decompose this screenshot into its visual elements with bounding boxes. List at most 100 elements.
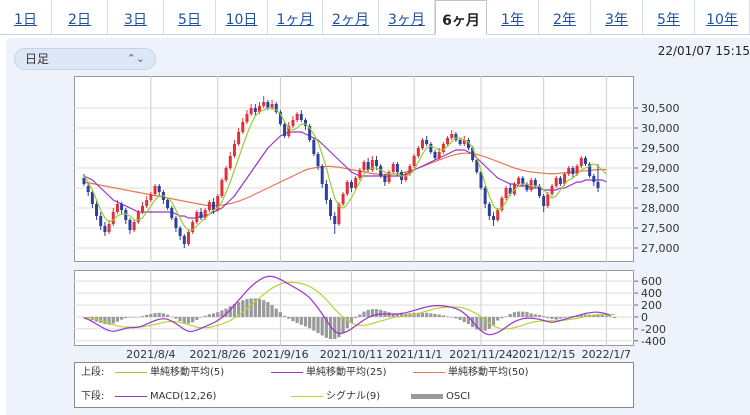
tab-12[interactable]: 5年 bbox=[643, 0, 695, 34]
osci-bar-51 bbox=[295, 316, 299, 323]
osci-bar-18 bbox=[157, 312, 161, 317]
macd-line bbox=[83, 275, 611, 336]
osci-bar-104 bbox=[517, 311, 521, 317]
tab-9[interactable]: 1年 bbox=[487, 0, 539, 34]
candle-body-119 bbox=[579, 158, 583, 166]
osci-bar-20 bbox=[165, 314, 170, 317]
osci-bar-12 bbox=[132, 316, 136, 318]
osci-bar-54 bbox=[308, 316, 312, 329]
candle-body-56 bbox=[316, 154, 320, 166]
candle-body-72 bbox=[383, 176, 387, 182]
legend-upper-label: 上段: bbox=[81, 367, 105, 378]
candle-body-118 bbox=[575, 166, 579, 174]
candle-body-28 bbox=[199, 212, 203, 218]
ma50-line bbox=[83, 152, 607, 207]
osci-bar-127 bbox=[613, 316, 617, 319]
candle-body-0 bbox=[82, 178, 86, 184]
candle-body-70 bbox=[375, 160, 379, 166]
candle-body-90 bbox=[458, 140, 462, 144]
candle-body-64 bbox=[349, 182, 353, 188]
signal-line bbox=[83, 281, 615, 330]
macd-chart bbox=[74, 270, 634, 346]
candle-body-117 bbox=[571, 168, 575, 174]
candle-body-104 bbox=[517, 178, 521, 184]
tab-3[interactable]: 5日 bbox=[164, 0, 216, 34]
osci-bar-71 bbox=[379, 309, 383, 317]
candle-body-97 bbox=[487, 204, 491, 216]
osci-bar-80 bbox=[416, 312, 420, 317]
legend-ma50: 単純移動平均(50) bbox=[413, 364, 529, 382]
candle-body-47 bbox=[278, 112, 282, 124]
osci-bar-23 bbox=[178, 316, 182, 322]
candle-body-48 bbox=[283, 124, 287, 136]
candle-body-36 bbox=[232, 144, 236, 156]
osci-bar-50 bbox=[291, 316, 295, 322]
osci-bar-27 bbox=[195, 316, 199, 320]
osci-bar-26 bbox=[191, 316, 195, 323]
candle-period-select[interactable]: 日足 ⌃⌄ bbox=[14, 48, 156, 70]
candle-body-54 bbox=[308, 126, 312, 140]
osci-bar-66 bbox=[358, 314, 362, 317]
tab-1[interactable]: 2日 bbox=[52, 0, 108, 34]
osci-bar-64 bbox=[349, 316, 354, 323]
osci-bar-124 bbox=[600, 314, 604, 317]
osci-bar-47 bbox=[278, 312, 283, 317]
candle-body-68 bbox=[366, 162, 370, 170]
xtick-label-7: 2022/1/7 bbox=[582, 348, 631, 361]
tab-11[interactable]: 3年 bbox=[591, 0, 643, 34]
osci-bar-13 bbox=[136, 316, 140, 318]
tab-2[interactable]: 3日 bbox=[108, 0, 164, 34]
osci-bar-86 bbox=[441, 315, 445, 317]
tab-6[interactable]: 2ヶ月 bbox=[323, 0, 379, 34]
candle-body-43 bbox=[262, 102, 266, 106]
macd-ytick-label-1: 400 bbox=[641, 287, 662, 300]
price-ytick-label-0: 30,500 bbox=[641, 102, 680, 115]
tab-4[interactable]: 10日 bbox=[216, 0, 268, 34]
candle-body-95 bbox=[479, 172, 483, 188]
macd-ytick-label-5: -400 bbox=[641, 335, 666, 348]
osci-bar-52 bbox=[299, 316, 303, 325]
tab-8[interactable]: 6ヶ月 bbox=[435, 0, 487, 35]
legend: 上段: 単純移動平均(5) 単純移動平均(25) 単純移動平均(50) 下段: … bbox=[74, 362, 634, 408]
osci-bar-119 bbox=[579, 314, 583, 317]
candle-body-109 bbox=[537, 186, 541, 196]
candle-body-71 bbox=[379, 166, 383, 176]
candle-body-74 bbox=[391, 164, 395, 172]
candle-body-98 bbox=[492, 216, 496, 220]
macd-ytick-label-2: 200 bbox=[641, 299, 662, 312]
candle-body-99 bbox=[496, 210, 500, 220]
osci-bar-100 bbox=[500, 316, 504, 319]
ma5-line bbox=[83, 107, 607, 231]
legend-ma5-swatch bbox=[115, 371, 147, 373]
tab-10[interactable]: 2年 bbox=[539, 0, 591, 34]
candle-body-86 bbox=[441, 144, 445, 152]
candle-body-122 bbox=[592, 176, 596, 182]
osci-bar-74 bbox=[391, 313, 395, 317]
candle-body-12 bbox=[132, 222, 136, 230]
osci-bar-14 bbox=[140, 316, 145, 317]
candle-body-101 bbox=[504, 188, 508, 198]
candle-body-6 bbox=[107, 224, 111, 232]
candle-body-78 bbox=[408, 166, 412, 174]
xtick-label-0: 2021/8/4 bbox=[126, 348, 175, 361]
candle-body-94 bbox=[475, 160, 479, 172]
osci-bar-110 bbox=[542, 316, 546, 317]
candle-body-18 bbox=[157, 186, 161, 192]
candle-body-100 bbox=[500, 198, 504, 210]
candle-body-8 bbox=[115, 204, 119, 212]
candle-body-58 bbox=[324, 184, 328, 200]
osci-bar-36 bbox=[232, 303, 237, 317]
tab-7[interactable]: 3ヶ月 bbox=[379, 0, 435, 34]
osci-bar-62 bbox=[341, 316, 345, 334]
tab-5[interactable]: 1ヶ月 bbox=[268, 0, 323, 34]
candle-body-37 bbox=[237, 132, 241, 144]
osci-bar-41 bbox=[253, 298, 257, 317]
candle-body-50 bbox=[291, 120, 295, 126]
candle-body-40 bbox=[249, 108, 253, 114]
candle-body-34 bbox=[224, 168, 228, 180]
xtick-label-6: 2021/12/15 bbox=[512, 348, 575, 361]
osci-bar-15 bbox=[145, 314, 149, 317]
candle-body-7 bbox=[111, 212, 115, 224]
candle-body-17 bbox=[153, 186, 157, 194]
tab-0[interactable]: 1日 bbox=[0, 0, 52, 34]
